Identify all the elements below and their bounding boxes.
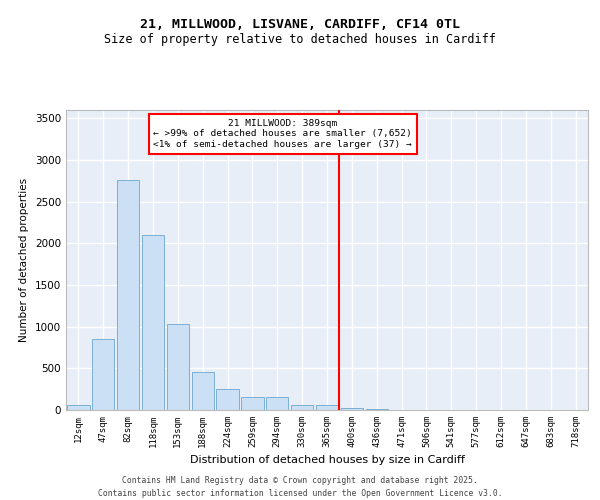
Bar: [266, 397, 289, 410]
Bar: [191, 372, 214, 410]
Bar: [167, 324, 189, 410]
Text: 21, MILLWOOD, LISVANE, CARDIFF, CF14 0TL: 21, MILLWOOD, LISVANE, CARDIFF, CF14 0TL: [140, 18, 460, 30]
Bar: [291, 404, 313, 410]
Bar: [316, 406, 338, 410]
Bar: [92, 339, 115, 410]
Bar: [341, 408, 363, 410]
Text: Size of property relative to detached houses in Cardiff: Size of property relative to detached ho…: [104, 32, 496, 46]
Y-axis label: Number of detached properties: Number of detached properties: [19, 178, 29, 342]
Bar: [67, 406, 89, 410]
Bar: [241, 396, 263, 410]
Bar: [117, 180, 139, 410]
Text: Contains HM Land Registry data © Crown copyright and database right 2025.
Contai: Contains HM Land Registry data © Crown c…: [98, 476, 502, 498]
Bar: [142, 235, 164, 410]
Bar: [365, 409, 388, 410]
X-axis label: Distribution of detached houses by size in Cardiff: Distribution of detached houses by size …: [190, 456, 464, 466]
Bar: [217, 389, 239, 410]
Text: 21 MILLWOOD: 389sqm
← >99% of detached houses are smaller (7,652)
<1% of semi-de: 21 MILLWOOD: 389sqm ← >99% of detached h…: [153, 119, 412, 149]
